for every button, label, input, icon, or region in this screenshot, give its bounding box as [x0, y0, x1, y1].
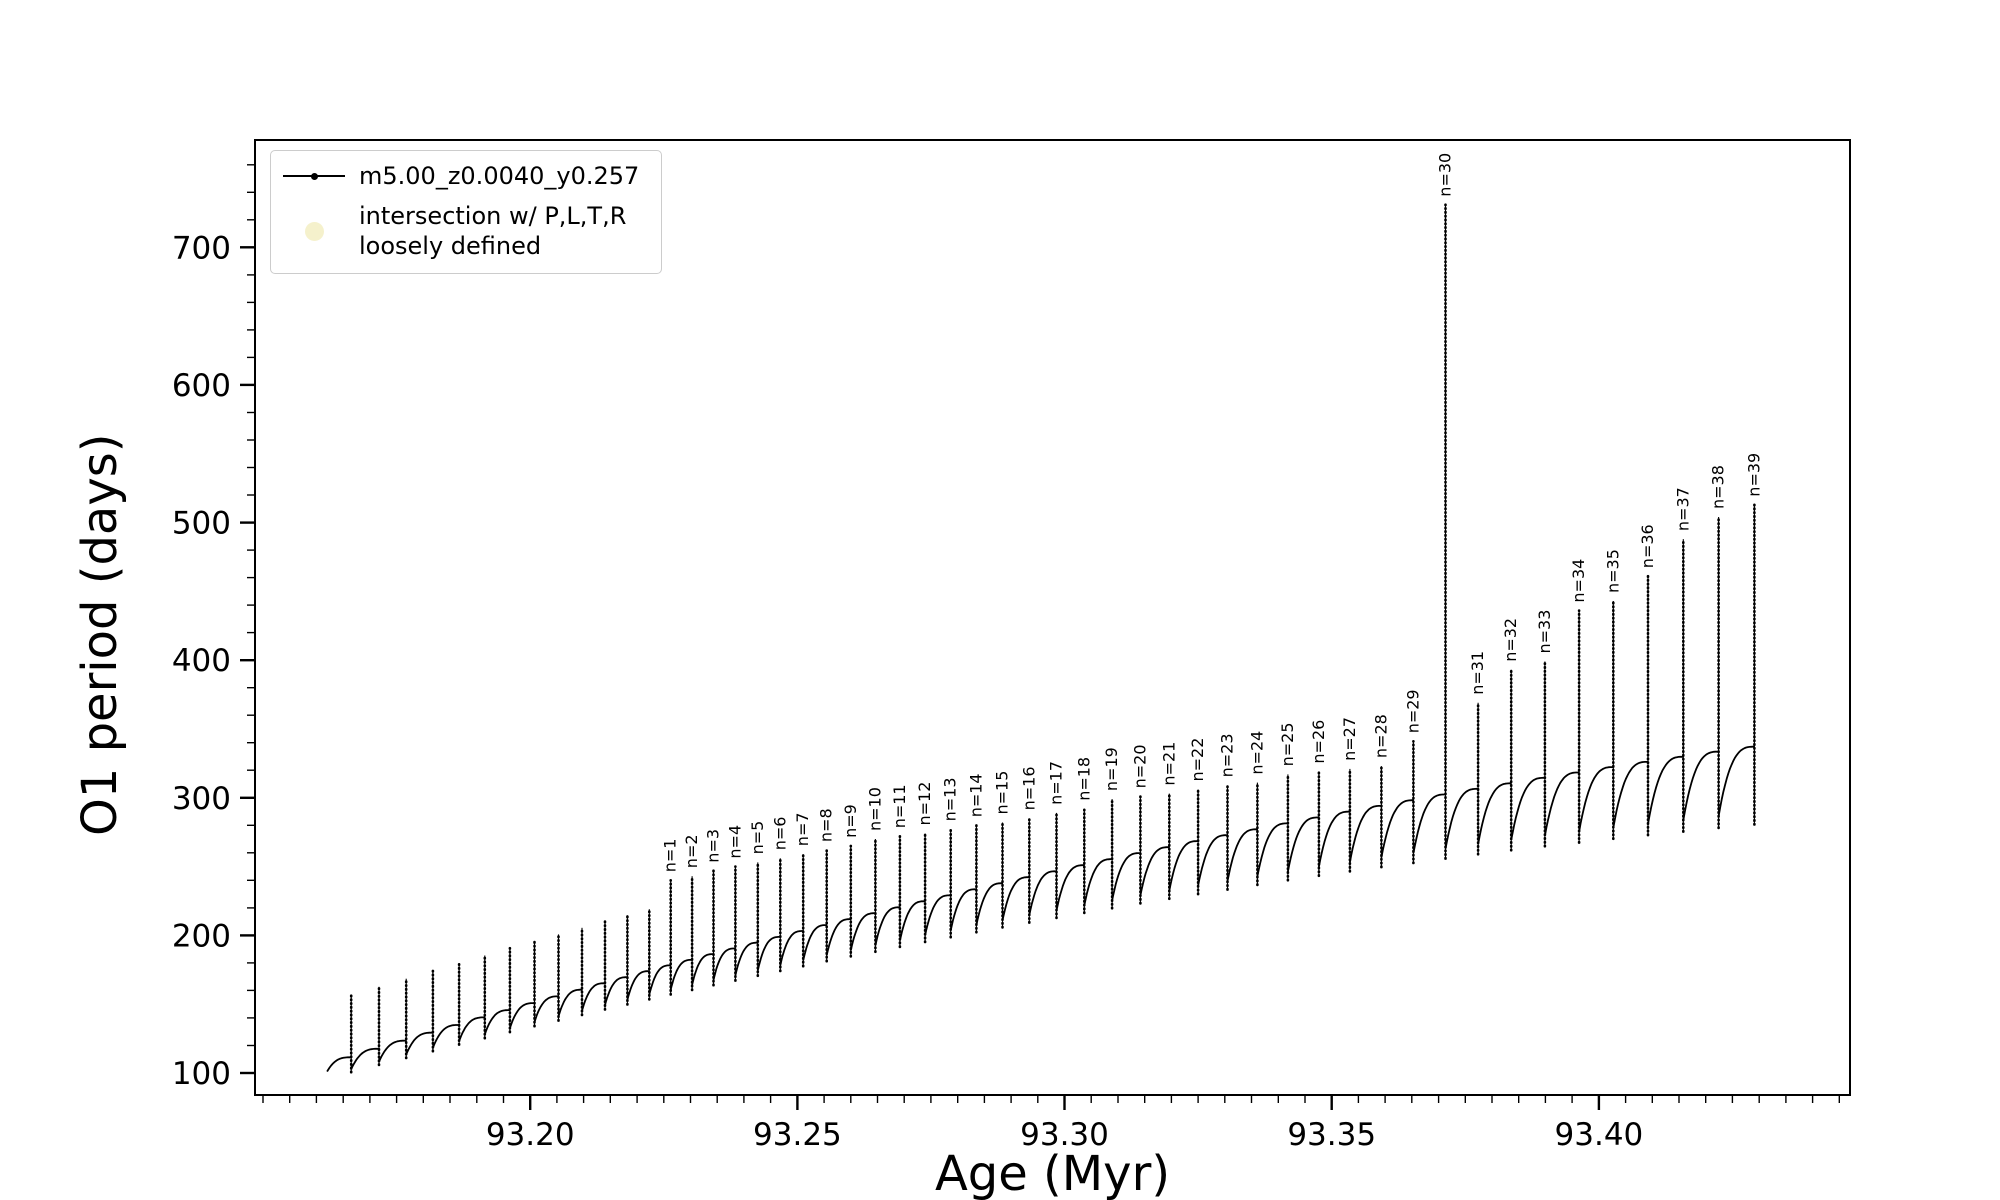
spike-annotation: n=29	[1403, 689, 1422, 733]
y-tick-label: 200	[172, 918, 231, 954]
spike-annotation: n=28	[1371, 714, 1390, 758]
x-tick-label: 93.25	[753, 1117, 842, 1153]
intersection-marker-wrap	[283, 221, 345, 241]
legend-intersection-label: intersection w/ P,L,T,R loosely defined	[359, 202, 627, 260]
y-axis: 100 200 300 400 500 600 700	[172, 164, 255, 1092]
y-tick-label: 600	[172, 368, 231, 404]
spike-annotation: n=7	[793, 812, 812, 846]
spike-annotation: n=38	[1709, 465, 1728, 509]
spike-annotation: n=39	[1744, 453, 1763, 497]
spike-annotation: n=18	[1074, 757, 1093, 801]
spike-annotation: n=11	[890, 784, 909, 828]
legend-entry-series: m5.00_z0.0040_y0.257	[283, 161, 639, 191]
series-dot-marker	[310, 172, 318, 180]
axes: 93.20 93.25 93.30 93.35 93.40 100 200 300 400 500…	[172, 139, 1851, 1153]
spike-annotation: n=3	[704, 829, 723, 863]
spike-annotation: n=30	[1436, 153, 1455, 197]
x-axis-label: Age (Myr)	[934, 1146, 1171, 1200]
spike-annotation: n=37	[1673, 487, 1692, 531]
spike-annotation: n=22	[1188, 738, 1207, 782]
y-tick-label: 700	[172, 230, 231, 266]
y-axis-label: O1 period (days)	[72, 433, 128, 837]
spike-annotation: n=17	[1047, 761, 1066, 805]
spike-annotation: n=16	[1019, 766, 1038, 810]
spike-annotation: n=9	[841, 804, 860, 838]
spike-annotation: n=25	[1278, 722, 1297, 766]
spike-annotation: n=4	[725, 825, 744, 859]
spike-annotation: n=8	[817, 808, 836, 842]
series-line	[326, 745, 1755, 1073]
spike-annotation: n=33	[1535, 610, 1554, 654]
y-tick-label: 500	[172, 506, 231, 542]
x-tick-label: 93.35	[1287, 1117, 1376, 1153]
spike-annotation: n=19	[1102, 747, 1121, 791]
spike-annotation: n=15	[993, 771, 1012, 815]
x-tick-label: 93.30	[1020, 1117, 1109, 1153]
spike-annotation: n=1	[661, 839, 680, 873]
series-line-marker	[283, 172, 345, 180]
y-tick-label: 100	[172, 1056, 231, 1092]
spike-annotation: n=26	[1309, 720, 1328, 764]
period-curve	[326, 745, 1755, 1073]
spike-annotation: n=2	[682, 834, 701, 868]
spike-annotation: n=13	[941, 777, 960, 821]
spike-annotation: n=6	[770, 817, 789, 851]
spike-annotation: n=21	[1159, 742, 1178, 786]
axes-frame	[254, 139, 1851, 1096]
spike-annotation: n=5	[748, 821, 767, 855]
spike-annotation: n=20	[1130, 744, 1149, 788]
spike-annotation: n=24	[1247, 731, 1266, 775]
legend-entry-intersection: intersection w/ P,L,T,R loosely defined	[283, 201, 639, 261]
spike-annotation: n=14	[966, 773, 985, 817]
x-tick-label: 93.40	[1555, 1117, 1644, 1153]
spike-annotation: n=31	[1468, 651, 1487, 695]
legend-series-label: m5.00_z0.0040_y0.257	[359, 162, 640, 190]
y-tick-label: 400	[172, 643, 231, 679]
spike-annotation: n=12	[915, 782, 934, 826]
spike-annotation: n=35	[1603, 549, 1622, 593]
spike-annotation: n=27	[1340, 717, 1359, 761]
spike-annotation: n=32	[1501, 618, 1520, 662]
spike-annotations: n=1 n=2 n=3 n=4 n=5 n=6 n=7 n=8 n=9 n=10 n=11 n=12 n…	[661, 153, 1764, 873]
spike-annotation: n=10	[865, 787, 884, 831]
x-axis: 93.20 93.25 93.30 93.35 93.40	[262, 1095, 1841, 1153]
series-spikes	[349, 203, 1756, 1074]
spike-annotation: n=23	[1218, 733, 1237, 777]
legend: m5.00_z0.0040_y0.257 intersection w/ P,L…	[270, 150, 663, 274]
spike-annotation: n=34	[1569, 559, 1588, 603]
x-tick-label: 93.20	[486, 1117, 575, 1153]
spike-annotation: n=36	[1638, 524, 1657, 568]
y-tick-label: 300	[172, 781, 231, 817]
intersection-circle-icon	[304, 221, 324, 241]
